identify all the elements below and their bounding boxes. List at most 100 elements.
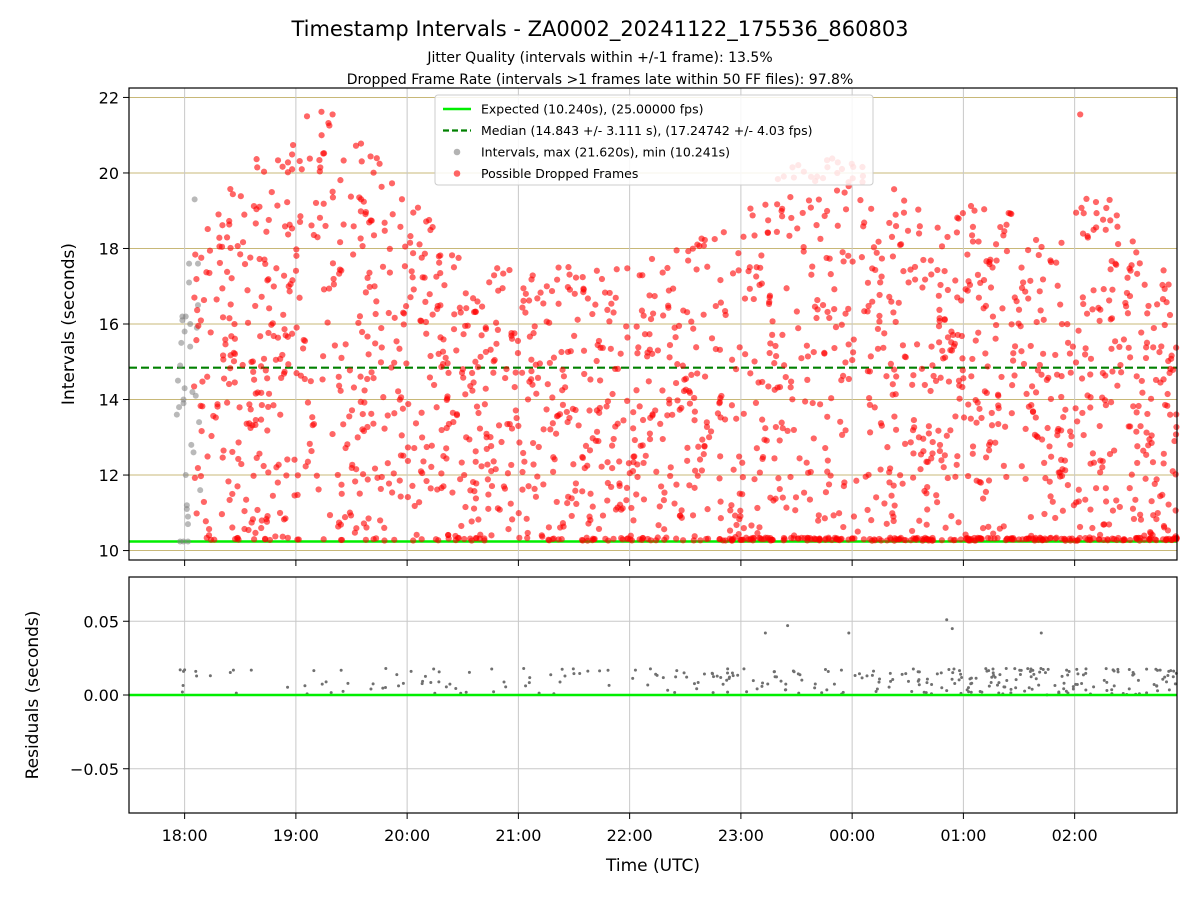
red-point-668 <box>518 369 526 376</box>
red-point-107 <box>630 425 637 432</box>
red-point-753 <box>357 235 364 242</box>
red-point-1527 <box>874 325 882 333</box>
red-point-64 <box>505 526 512 533</box>
red-point-25 <box>907 439 914 446</box>
red-point-906 <box>455 254 462 262</box>
red-point-1095 <box>273 464 280 471</box>
red-point-958 <box>491 356 498 364</box>
red-point-280 <box>191 474 199 481</box>
red-point-619 <box>881 330 888 337</box>
residual-point-79 <box>1034 677 1038 681</box>
red-point-360 <box>199 378 206 385</box>
red-point-522 <box>929 450 936 457</box>
red-point-1134 <box>475 409 482 417</box>
red-point-1608 <box>508 461 515 469</box>
red-point-1324 <box>819 302 827 309</box>
red-point-1203 <box>1126 485 1133 492</box>
residual-point-143 <box>939 671 943 675</box>
red-point-67 <box>1067 441 1074 449</box>
red-point-1708 <box>462 503 469 511</box>
residual-point-152 <box>1152 682 1156 686</box>
residual-point-283 <box>925 677 929 681</box>
red-point-1829 <box>284 534 291 541</box>
red-point-1922 <box>1076 534 1083 542</box>
red-point-1565 <box>278 374 285 382</box>
red-point-1890 <box>578 536 586 544</box>
red-point-1290 <box>270 283 277 290</box>
red-point-1705 <box>686 400 694 407</box>
red-point-777 <box>413 531 420 538</box>
red-point-1272 <box>845 252 852 259</box>
red-point-1276 <box>1084 233 1091 240</box>
red-point-1419 <box>214 403 221 410</box>
residual-point-106 <box>1165 680 1169 684</box>
red-point-645 <box>476 425 484 432</box>
residual-point-173 <box>646 683 650 687</box>
red-point-1400 <box>671 500 678 507</box>
red-point-1655 <box>520 285 527 292</box>
red-point-1684 <box>262 367 269 374</box>
red-point-1345 <box>428 463 435 470</box>
red-point-1382 <box>307 378 314 385</box>
red-point-334 <box>992 335 999 342</box>
red-point-406 <box>304 399 312 406</box>
residual-point-151 <box>904 672 908 676</box>
red-point-1148 <box>390 470 397 477</box>
red-point-2028 <box>619 536 626 543</box>
red-point-1117 <box>739 459 746 466</box>
red-point-478 <box>985 447 993 454</box>
red-point-56 <box>574 316 581 323</box>
red-point-615 <box>917 466 924 473</box>
red-point-168 <box>634 473 641 481</box>
red-point-268 <box>892 211 899 218</box>
residual-point-251 <box>991 667 995 671</box>
residual-point-135 <box>395 673 399 677</box>
red-point-1672 <box>599 344 606 352</box>
red-point-744 <box>960 414 968 421</box>
red-point-1201 <box>864 368 871 375</box>
red-point-301 <box>580 347 588 354</box>
red-point-1202 <box>355 319 362 327</box>
residual-point-263 <box>1014 686 1018 690</box>
red-point-1745 <box>809 399 816 407</box>
red-point-1447 <box>868 517 875 524</box>
residual-point-209 <box>1009 691 1013 695</box>
red-point-896 <box>593 357 600 365</box>
red-point-517 <box>900 268 907 275</box>
red-point-346 <box>1142 354 1150 362</box>
red-point-860 <box>776 485 783 493</box>
red-point-1011 <box>236 404 243 411</box>
red-point-1734 <box>1087 355 1095 362</box>
red-point-1102 <box>1007 210 1014 217</box>
red-point-718 <box>700 451 707 458</box>
red-point-944 <box>391 314 398 321</box>
red-point-1462 <box>1172 431 1180 438</box>
red-point-526 <box>783 504 790 511</box>
red-point-1257 <box>423 330 430 337</box>
residual-point-160 <box>1127 667 1131 671</box>
red-point-829 <box>470 505 478 512</box>
red-point-192 <box>1107 399 1115 406</box>
red-point-1398 <box>226 496 233 504</box>
red-point-704 <box>694 241 701 248</box>
red-point-695 <box>751 232 758 239</box>
red-point-1552 <box>976 405 983 412</box>
red-point-1487 <box>1056 469 1064 476</box>
red-point-123 <box>985 477 993 484</box>
red-point-1310 <box>762 425 769 432</box>
red-point-300 <box>927 257 934 264</box>
red-point-749 <box>219 454 226 461</box>
red-point-319 <box>1105 521 1113 528</box>
red-point-710 <box>1060 413 1067 421</box>
red-point-666 <box>792 494 800 501</box>
grey-point-10 <box>181 328 188 335</box>
red-point-1367 <box>610 309 617 316</box>
red-point-982 <box>864 506 871 514</box>
red-point-863 <box>686 482 693 489</box>
red-point-452 <box>864 279 872 286</box>
red-point-1748 <box>1099 216 1107 223</box>
red-point-1180 <box>921 381 928 389</box>
red-point-1339 <box>969 355 976 363</box>
red-point-841 <box>316 214 324 221</box>
red-point-102 <box>651 293 658 300</box>
